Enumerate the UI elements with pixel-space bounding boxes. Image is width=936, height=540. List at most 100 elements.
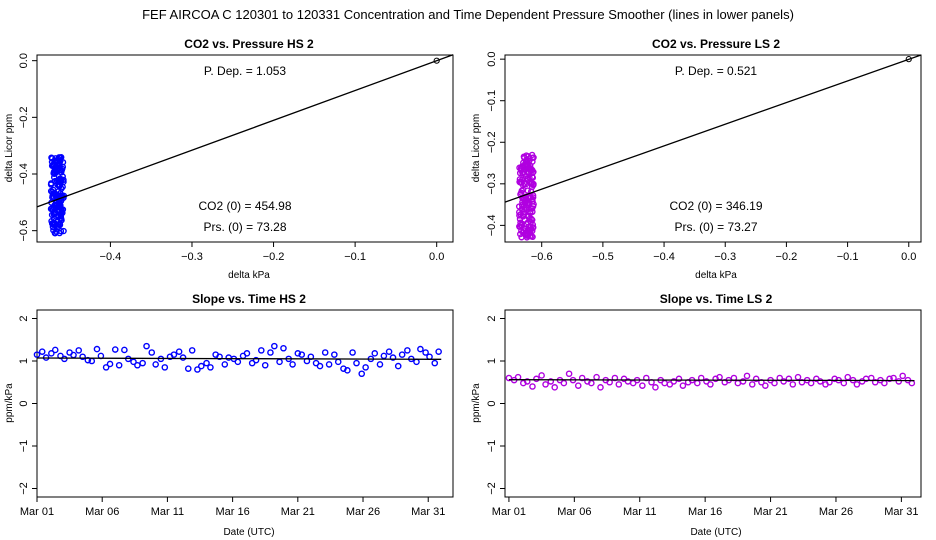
panel-co2-pressure-ls: CO2 vs. Pressure LS 2 −0.6 −0.5 −0.4 −0.3 −0…	[471, 37, 922, 281]
data-point	[551, 384, 559, 391]
data-point	[376, 361, 384, 368]
y-tick-label: 0	[18, 400, 30, 406]
x-tick-label: Mar 21	[753, 506, 787, 518]
data-point	[519, 186, 527, 193]
point-series	[47, 154, 68, 237]
data-point	[48, 217, 55, 225]
data-point	[170, 351, 178, 358]
data-point	[234, 358, 242, 366]
data-point	[111, 346, 119, 353]
reference-point	[905, 56, 912, 63]
data-point	[526, 232, 534, 240]
x-axis-label: Date (UTC)	[223, 527, 274, 538]
data-point	[593, 373, 600, 381]
y-tick-label: −2	[486, 482, 498, 495]
point-series	[505, 370, 916, 391]
data-point	[881, 379, 888, 387]
x-tick-label: Mar 06	[85, 506, 119, 518]
data-point	[533, 375, 540, 383]
data-point	[175, 348, 183, 355]
y-tick-label: −1	[18, 440, 30, 453]
data-point	[48, 205, 55, 212]
data-point	[380, 352, 388, 360]
data-point	[526, 174, 533, 181]
data-point	[794, 373, 802, 381]
data-point	[547, 378, 555, 385]
point-series	[515, 151, 537, 241]
plot-frame	[504, 54, 922, 243]
y-tick-label: 0.0	[18, 53, 30, 68]
pressure-zero-label: Prs. (0) = 73.27	[674, 220, 757, 234]
fit-line	[36, 54, 454, 208]
data-point	[526, 229, 534, 236]
data-point	[743, 372, 751, 380]
data-point	[519, 169, 527, 177]
y-tick-label: 2	[18, 315, 30, 321]
data-point	[417, 345, 424, 353]
data-point	[47, 180, 55, 187]
data-point	[525, 165, 533, 173]
data-point	[188, 347, 196, 354]
point-series	[33, 342, 442, 378]
y-axis: −2 −1 0 1 2	[18, 315, 37, 495]
y-axis-label: ppm/kPa	[471, 383, 482, 423]
data-point	[426, 353, 433, 361]
data-point	[899, 372, 906, 380]
panel-title: CO2 vs. Pressure HS 2	[184, 37, 314, 51]
x-axis-label: delta kPa	[695, 270, 737, 281]
data-point	[529, 158, 536, 165]
data-point	[694, 379, 701, 387]
y-axis-label: delta Licor ppm	[471, 114, 482, 182]
x-tick-label: −0.1	[344, 251, 366, 263]
data-point	[51, 229, 59, 237]
fit-line	[504, 54, 922, 203]
data-point	[394, 362, 402, 370]
data-point	[530, 181, 537, 189]
data-point	[578, 374, 586, 382]
x-tick-label: Mar 26	[819, 506, 853, 518]
x-axis-label: delta kPa	[228, 270, 270, 281]
y-tick-label: 1	[486, 358, 498, 364]
data-point	[826, 378, 833, 386]
x-tick-label: Mar 11	[151, 506, 184, 518]
x-tick-label: Mar 16	[215, 506, 249, 518]
data-point	[362, 364, 369, 371]
x-tick-label: Mar 01	[492, 506, 526, 518]
data-point	[75, 347, 83, 354]
data-point	[639, 382, 646, 389]
x-tick-label: Mar 21	[281, 506, 315, 518]
data-point	[522, 204, 529, 211]
y-axis-label: ppm/kPa	[4, 383, 15, 423]
data-point	[51, 221, 59, 228]
data-point	[221, 361, 229, 368]
x-tick-label: 0.0	[901, 251, 916, 263]
data-point	[331, 351, 338, 358]
x-tick-label: −0.5	[592, 251, 614, 263]
x-tick-label: −0.1	[837, 251, 859, 263]
data-point	[524, 199, 532, 206]
figure-title: FEF AIRCOA C 120301 to 120331 Concentrat…	[142, 7, 794, 22]
data-point	[707, 381, 714, 388]
data-point	[134, 361, 141, 369]
data-point	[161, 364, 169, 371]
data-point	[886, 375, 893, 383]
data-point	[179, 354, 187, 361]
data-point	[194, 366, 201, 373]
plot-frame	[504, 309, 922, 498]
data-point	[422, 349, 429, 356]
data-point	[615, 381, 623, 388]
pressure-zero-label: Prs. (0) = 73.28	[203, 220, 286, 234]
x-tick-label: 0.0	[429, 251, 444, 263]
data-point	[289, 361, 296, 368]
y-tick-label: 2	[486, 315, 498, 321]
x-tick-label: −0.2	[263, 251, 285, 263]
data-point	[48, 155, 56, 162]
data-point	[121, 346, 128, 354]
data-point	[734, 379, 742, 387]
data-point	[661, 379, 668, 387]
y-tick-label: 0.0	[486, 52, 498, 67]
panel-title: CO2 vs. Pressure LS 2	[652, 37, 780, 51]
data-point	[853, 381, 861, 388]
y-tick-label: −0.4	[18, 163, 30, 185]
data-point	[895, 378, 903, 385]
